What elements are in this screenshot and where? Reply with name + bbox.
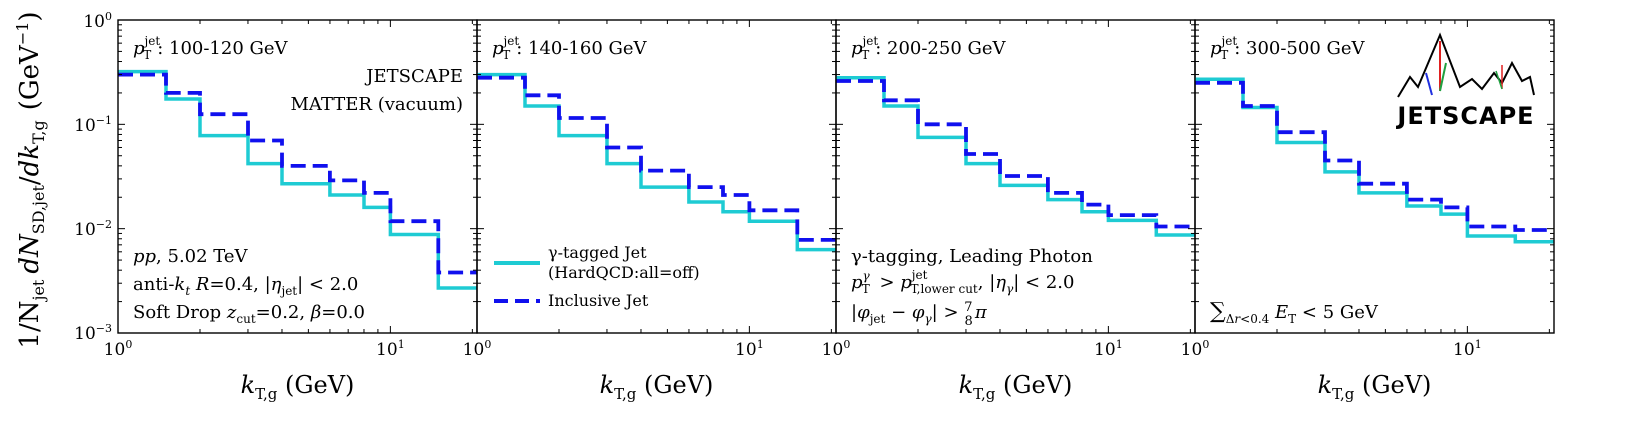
panel-2-x-axis-label: kT,g (GeV) bbox=[600, 371, 714, 403]
jetscape-logo: JETSCAPE bbox=[1395, 32, 1535, 130]
panel-1-gamma-tagged-series bbox=[118, 69, 477, 290]
legend-gamma-label: γ-tagged Jet bbox=[548, 243, 647, 262]
panel-3-x-tick-label-1e0: 100 bbox=[822, 338, 851, 360]
svg-text:1/NjetdNSD,jet/dkT,g(GeV−1): 1/NjetdNSD,jet/dkT,g(GeV−1) bbox=[13, 11, 48, 348]
panel-1-x-axis-label: kT,g (GeV) bbox=[241, 371, 355, 403]
panel-4-title: pjet T: 300-500 GeV bbox=[1210, 34, 1366, 62]
system-label: pp, 5.02 TeV bbox=[133, 246, 249, 267]
y-tick-label-1e0: 100 bbox=[83, 10, 112, 32]
panel-4: 100 101 kT,g (GeV) bbox=[1181, 19, 1555, 403]
experiment-label: JETSCAPE bbox=[364, 66, 463, 87]
panel-1-title: pjet T: 100-120 GeV bbox=[133, 34, 289, 62]
panel-3-y-ticks bbox=[836, 19, 1195, 334]
softdrop-label: Soft Drop zcut=0.2, β=0.0 bbox=[133, 302, 365, 326]
gamma-tag-label-2: pγ T > pjet T,lower cut, |ηγ| < 2.0 bbox=[851, 268, 1074, 296]
panel-3-x-tick-label-1e1: 101 bbox=[1094, 338, 1123, 360]
panel-3-annotations: pjet T: 200-250 GeV γ-tagging, Leading Ph… bbox=[851, 34, 1093, 329]
panel-2-title: pjet T: 140-160 GeV bbox=[492, 34, 648, 62]
panel-1-inclusive-series bbox=[118, 72, 477, 275]
panel-4-annotations: pjet T: 300-500 GeV ∑Δr<0.4 ET < 5 GeV bbox=[1210, 34, 1379, 326]
y-label-lhs: 1/N bbox=[15, 301, 45, 349]
panel-3-inclusive-series bbox=[836, 79, 1195, 229]
y-tick-label-1e-1: 10−1 bbox=[74, 114, 112, 136]
panel-1-x-tick-label-1e1: 101 bbox=[376, 338, 405, 360]
panel-3-x-axis-label: kT,g (GeV) bbox=[959, 371, 1073, 403]
panel-4-x-ticks bbox=[1194, 20, 1550, 333]
panel-1-x-ticks bbox=[117, 20, 473, 333]
logo-mountain-outline bbox=[1397, 32, 1535, 98]
y-tick-labels: 100 10−1 10−2 10−3 bbox=[74, 10, 112, 344]
model-label: MATTER (vacuum) bbox=[291, 94, 464, 115]
legend-gamma-sublabel: (HardQCD:all=off) bbox=[548, 263, 700, 282]
logo-green-track bbox=[1439, 62, 1447, 92]
panel-4-frame bbox=[1194, 19, 1555, 334]
y-axis-label: 1/NjetdNSD,jet/dkT,g(GeV−1) bbox=[13, 11, 48, 348]
panel-4-y-ticks bbox=[1195, 19, 1554, 334]
panel-2-gamma-tagged-series bbox=[477, 72, 836, 252]
panel-1-x-tick-label-1e0: 100 bbox=[104, 338, 133, 360]
y-tick-label-1e-2: 10−2 bbox=[74, 218, 112, 240]
panel-2: 100 101 kT,g (GeV) bbox=[463, 19, 837, 403]
logo-text: JETSCAPE bbox=[1395, 102, 1534, 130]
gamma-tag-label-1: γ-tagging, Leading Photon bbox=[851, 246, 1093, 267]
jet-def-label: anti-kt R=0.4, |ηjet| < 2.0 bbox=[133, 274, 358, 298]
panel-4-x-axis-label: kT,g (GeV) bbox=[1318, 371, 1432, 403]
panel-2-x-tick-label-1e1: 101 bbox=[735, 338, 764, 360]
panel-3-title: pjet T: 200-250 GeV bbox=[851, 34, 1007, 62]
panel-3-gamma-tagged-series bbox=[836, 75, 1195, 237]
panel-2-x-tick-label-1e0: 100 bbox=[463, 338, 492, 360]
panel-1-annotations: pjet T: 100-120 GeV JETSCAPE MATTER (vacu… bbox=[133, 34, 463, 326]
panel-3: 100 101 kT,g (GeV) bbox=[822, 19, 1196, 403]
legend-inclusive-label: Inclusive Jet bbox=[548, 291, 649, 310]
panel-2-frame bbox=[476, 19, 837, 334]
y-tick-label-1e-3: 10−3 bbox=[74, 322, 112, 344]
logo-blue-track bbox=[1425, 72, 1433, 96]
panel-2-annotations: pjet T: 140-160 GeV bbox=[492, 34, 648, 62]
panel-2-y-ticks bbox=[477, 19, 836, 334]
panel-4-x-tick-label-1e1: 101 bbox=[1453, 338, 1482, 360]
panel-2-x-ticks bbox=[476, 20, 832, 333]
panel-2-inclusive-series bbox=[477, 75, 836, 242]
panel-1-y-ticks bbox=[118, 19, 477, 334]
panel-4-inclusive-series bbox=[1195, 80, 1554, 232]
panel-3-x-ticks bbox=[835, 20, 1191, 333]
legend: γ-tagged Jet (HardQCD:all=off) Inclusive… bbox=[494, 243, 700, 310]
panel-4-x-tick-label-1e0: 100 bbox=[1181, 338, 1210, 360]
isolation-label: ∑Δr<0.4 ET < 5 GeV bbox=[1210, 299, 1379, 326]
logo-green-track-2 bbox=[1495, 70, 1503, 90]
